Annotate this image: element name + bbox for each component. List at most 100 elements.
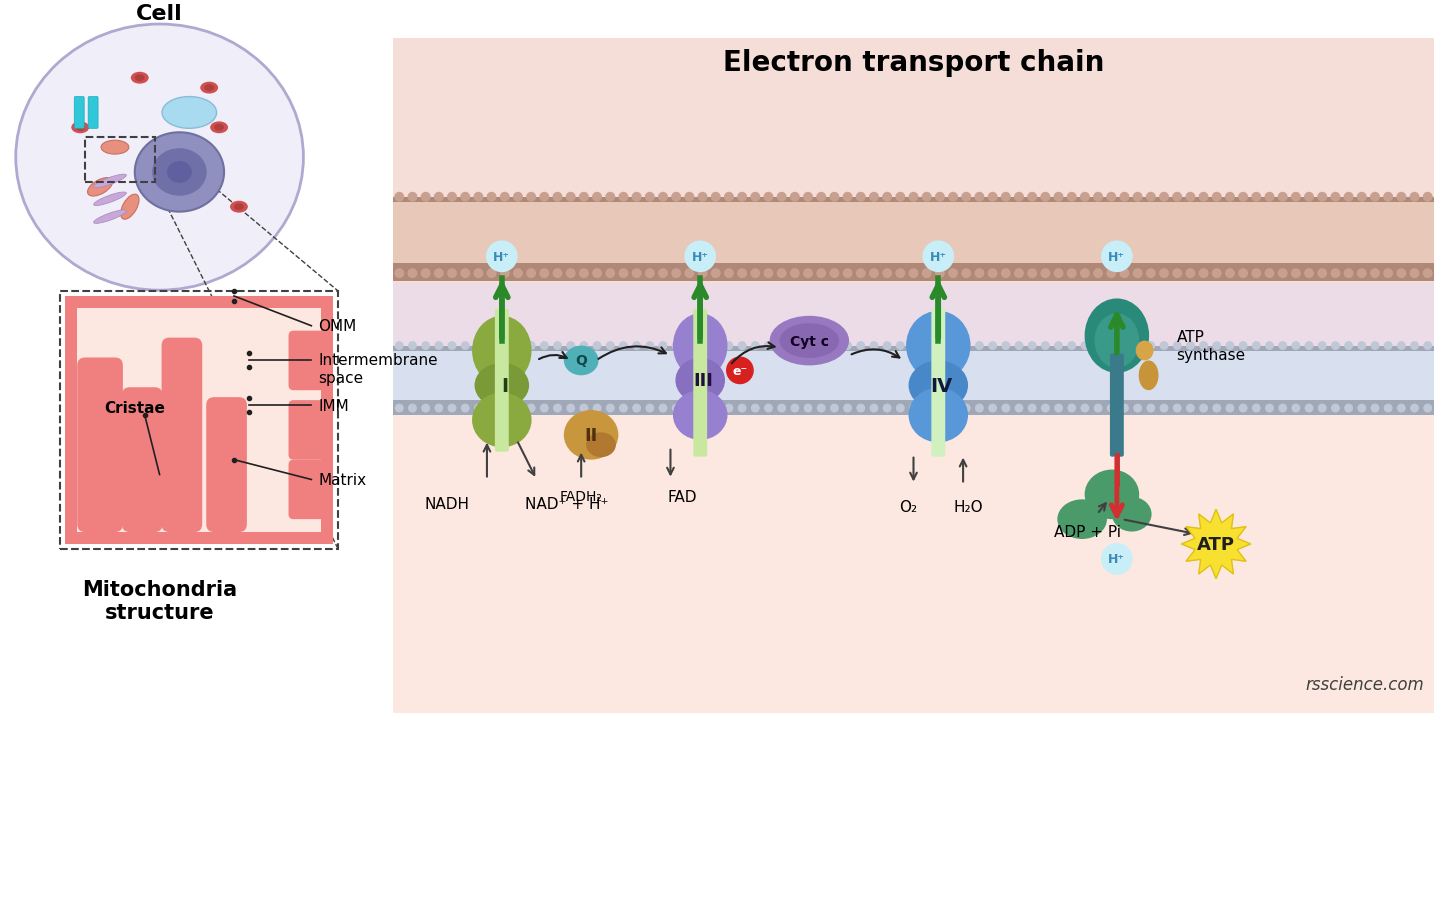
Ellipse shape bbox=[471, 316, 531, 386]
Circle shape bbox=[1014, 269, 1024, 279]
Circle shape bbox=[751, 192, 761, 202]
Text: e⁻: e⁻ bbox=[732, 364, 748, 377]
Text: Intermembrane
space: Intermembrane space bbox=[319, 353, 438, 385]
Circle shape bbox=[790, 342, 799, 351]
Circle shape bbox=[1101, 543, 1133, 575]
Circle shape bbox=[711, 404, 720, 413]
Ellipse shape bbox=[586, 433, 615, 457]
Circle shape bbox=[434, 269, 444, 279]
Circle shape bbox=[1343, 269, 1353, 279]
Text: NADH: NADH bbox=[425, 496, 470, 512]
Circle shape bbox=[461, 342, 470, 351]
Circle shape bbox=[895, 192, 905, 202]
Ellipse shape bbox=[167, 162, 192, 184]
Circle shape bbox=[579, 342, 588, 351]
Text: FADH₂: FADH₂ bbox=[560, 490, 602, 504]
Circle shape bbox=[1251, 269, 1261, 279]
FancyBboxPatch shape bbox=[122, 388, 163, 532]
Text: NAD⁺ + H⁺: NAD⁺ + H⁺ bbox=[525, 496, 608, 512]
Circle shape bbox=[1225, 404, 1234, 413]
Circle shape bbox=[1199, 192, 1209, 202]
Circle shape bbox=[618, 269, 629, 279]
Circle shape bbox=[1001, 342, 1010, 351]
Circle shape bbox=[909, 404, 918, 413]
Circle shape bbox=[1080, 269, 1090, 279]
Circle shape bbox=[684, 269, 694, 279]
Circle shape bbox=[751, 342, 760, 351]
Circle shape bbox=[922, 241, 954, 273]
FancyBboxPatch shape bbox=[288, 332, 326, 391]
Circle shape bbox=[579, 404, 588, 413]
Ellipse shape bbox=[230, 201, 247, 213]
Circle shape bbox=[1053, 404, 1064, 413]
Ellipse shape bbox=[153, 149, 207, 197]
Circle shape bbox=[1238, 342, 1247, 351]
Circle shape bbox=[1040, 269, 1051, 279]
FancyBboxPatch shape bbox=[89, 97, 97, 129]
Circle shape bbox=[882, 192, 892, 202]
Circle shape bbox=[592, 269, 602, 279]
Circle shape bbox=[1358, 342, 1366, 351]
Circle shape bbox=[487, 404, 496, 413]
Circle shape bbox=[803, 192, 813, 202]
Ellipse shape bbox=[471, 394, 531, 447]
Circle shape bbox=[685, 404, 694, 413]
Circle shape bbox=[816, 342, 825, 351]
Circle shape bbox=[1330, 269, 1340, 279]
Circle shape bbox=[1147, 192, 1155, 202]
Circle shape bbox=[908, 269, 918, 279]
Circle shape bbox=[1212, 342, 1221, 351]
Circle shape bbox=[1186, 269, 1196, 279]
Circle shape bbox=[1106, 192, 1116, 202]
Circle shape bbox=[684, 241, 716, 273]
Circle shape bbox=[407, 342, 418, 351]
Circle shape bbox=[1423, 342, 1432, 351]
Ellipse shape bbox=[1084, 299, 1149, 374]
Circle shape bbox=[447, 269, 457, 279]
Circle shape bbox=[738, 192, 746, 202]
Circle shape bbox=[1160, 342, 1168, 351]
Ellipse shape bbox=[210, 122, 228, 134]
Circle shape bbox=[645, 192, 655, 202]
FancyBboxPatch shape bbox=[393, 346, 1435, 358]
Circle shape bbox=[1410, 404, 1419, 413]
Circle shape bbox=[1251, 342, 1261, 351]
Circle shape bbox=[751, 404, 760, 413]
Circle shape bbox=[527, 192, 535, 202]
FancyBboxPatch shape bbox=[393, 198, 1435, 215]
Ellipse shape bbox=[76, 125, 86, 132]
Ellipse shape bbox=[100, 141, 129, 155]
Ellipse shape bbox=[93, 175, 127, 189]
Circle shape bbox=[764, 269, 774, 279]
Circle shape bbox=[685, 342, 694, 351]
Circle shape bbox=[540, 269, 550, 279]
Circle shape bbox=[936, 269, 944, 279]
Circle shape bbox=[1106, 269, 1116, 279]
FancyBboxPatch shape bbox=[931, 310, 946, 457]
Circle shape bbox=[501, 404, 509, 413]
Text: Cell: Cell bbox=[137, 4, 183, 24]
Circle shape bbox=[658, 269, 668, 279]
Circle shape bbox=[1410, 192, 1420, 202]
Circle shape bbox=[1147, 404, 1155, 413]
Circle shape bbox=[883, 342, 892, 351]
Circle shape bbox=[1101, 241, 1133, 273]
Circle shape bbox=[527, 404, 535, 413]
Circle shape bbox=[869, 269, 879, 279]
Circle shape bbox=[869, 192, 879, 202]
Circle shape bbox=[922, 342, 931, 351]
Text: H⁺: H⁺ bbox=[1109, 553, 1125, 566]
Ellipse shape bbox=[674, 314, 728, 378]
Circle shape bbox=[1014, 404, 1023, 413]
Circle shape bbox=[816, 404, 825, 413]
Circle shape bbox=[1186, 192, 1196, 202]
Ellipse shape bbox=[908, 361, 968, 411]
Circle shape bbox=[1093, 192, 1103, 202]
Ellipse shape bbox=[131, 73, 148, 85]
FancyBboxPatch shape bbox=[77, 309, 322, 532]
FancyBboxPatch shape bbox=[65, 297, 333, 545]
Ellipse shape bbox=[474, 363, 530, 408]
Circle shape bbox=[460, 192, 470, 202]
FancyBboxPatch shape bbox=[693, 310, 707, 457]
Circle shape bbox=[1094, 404, 1103, 413]
